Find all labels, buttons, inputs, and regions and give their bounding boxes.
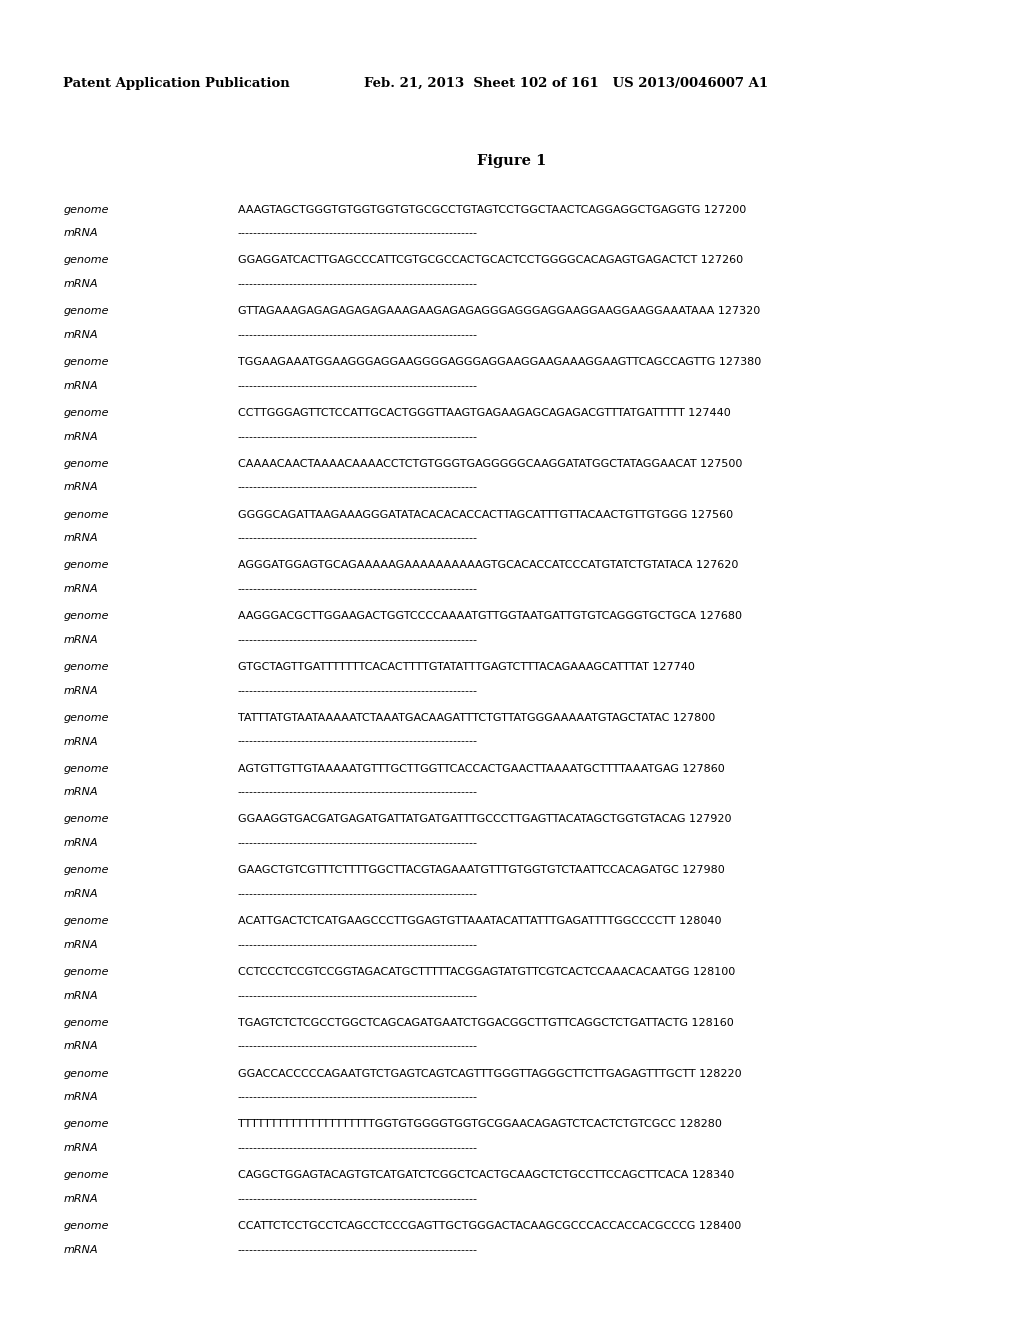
Text: GGACCACCCCCAGAATGTCTGAGTCAGTCAGTTTGGGTTAGGGCTTCTTGAGAGTTTGCTT 128220: GGACCACCCCCAGAATGTCTGAGTCAGTCAGTTTGGGTTA… [238,1069,741,1078]
Text: ------------------------------------------------------------: ----------------------------------------… [238,1143,477,1154]
Text: mRNA: mRNA [63,686,98,696]
Text: mRNA: mRNA [63,1143,98,1154]
Text: GGGGCAGATTAAGAAAGGGATATACACACACCACTTAGCATTTGTTACAACTGTTGTGGG 127560: GGGGCAGATTAAGAAAGGGATATACACACACCACTTAGCA… [238,510,733,520]
Text: TATTTATGTAATAAAAATCTAAATGACAAGATTTCTGTTATGGGAAAAATGTAGCTATAC 127800: TATTTATGTAATAAAAATCTAAATGACAAGATTTCTGTTA… [238,713,715,723]
Text: mRNA: mRNA [63,280,98,289]
Text: mRNA: mRNA [63,787,98,797]
Text: GAAGCTGTCGTTTCTTTTGGCTTACGTAGAAATGTTTGTGGTGTCTAATTCCACAGATGC 127980: GAAGCTGTCGTTTCTTTTGGCTTACGTAGAAATGTTTGTG… [238,866,724,875]
Text: mRNA: mRNA [63,228,98,239]
Text: genome: genome [63,1171,109,1180]
Text: ------------------------------------------------------------: ----------------------------------------… [238,940,477,950]
Text: ------------------------------------------------------------: ----------------------------------------… [238,280,477,289]
Text: mRNA: mRNA [63,838,98,849]
Text: mRNA: mRNA [63,432,98,442]
Text: genome: genome [63,408,109,418]
Text: mRNA: mRNA [63,1195,98,1204]
Text: genome: genome [63,916,109,927]
Text: mRNA: mRNA [63,635,98,645]
Text: mRNA: mRNA [63,890,98,899]
Text: genome: genome [63,1018,109,1028]
Text: mRNA: mRNA [63,1041,98,1052]
Text: GGAAGGTGACGATGAGATGATTATGATGATTTGCCCTTGAGTTACATAGCTGGTGTACAG 127920: GGAAGGTGACGATGAGATGATTATGATGATTTGCCCTTGA… [238,814,731,825]
Text: ------------------------------------------------------------: ----------------------------------------… [238,1041,477,1052]
Text: GGAGGATCACTTGAGCCCATTCGTGCGCCACTGCACTCCTGGGGCACAGAGTGAGACTCT 127260: GGAGGATCACTTGAGCCCATTCGTGCGCCACTGCACTCCT… [238,256,742,265]
Text: genome: genome [63,306,109,317]
Text: Feb. 21, 2013  Sheet 102 of 161   US 2013/0046007 A1: Feb. 21, 2013 Sheet 102 of 161 US 2013/0… [364,77,768,90]
Text: ------------------------------------------------------------: ----------------------------------------… [238,585,477,594]
Text: CAAAACAACTAAAACAAAACCTCTGTGGGTGAGGGGGCAAGGATATGGCTATAGGAACAT 127500: CAAAACAACTAAAACAAAACCTCTGTGGGTGAGGGGGCAA… [238,459,742,469]
Text: AAAGTAGCTGGGTGTGGTGGTGTGCGCCTGTAGTCCTGGCTAACTCAGGAGGCTGAGGTG 127200: AAAGTAGCTGGGTGTGGTGGTGTGCGCCTGTAGTCCTGGC… [238,205,745,215]
Text: ------------------------------------------------------------: ----------------------------------------… [238,483,477,492]
Text: ------------------------------------------------------------: ----------------------------------------… [238,432,477,442]
Text: ------------------------------------------------------------: ----------------------------------------… [238,635,477,645]
Text: AGGGATGGAGTGCAGAAAAAGAAAAAAAAAAGTGCACACCATCCCATGTATCTGTATACA 127620: AGGGATGGAGTGCAGAAAAAGAAAAAAAAAAGTGCACACC… [238,561,738,570]
Text: CCTCCCTCCGTCCGGTAGACATGCTTTTTACGGAGTATGTTCGTCACTCCAAACACAATGG 128100: CCTCCCTCCGTCCGGTAGACATGCTTTTTACGGAGTATGT… [238,966,735,977]
Text: genome: genome [63,763,109,774]
Text: ------------------------------------------------------------: ----------------------------------------… [238,737,477,747]
Text: ------------------------------------------------------------: ----------------------------------------… [238,533,477,544]
Text: Figure 1: Figure 1 [477,154,547,169]
Text: mRNA: mRNA [63,737,98,747]
Text: ------------------------------------------------------------: ----------------------------------------… [238,228,477,239]
Text: genome: genome [63,866,109,875]
Text: mRNA: mRNA [63,1245,98,1255]
Text: ------------------------------------------------------------: ----------------------------------------… [238,1195,477,1204]
Text: AAGGGACGCTTGGAAGACTGGTCCCCAAAATGTTGGTAATGATTGTGTCAGGGTGCTGCA 127680: AAGGGACGCTTGGAAGACTGGTCCCCAAAATGTTGGTAAT… [238,611,741,622]
Text: ------------------------------------------------------------: ----------------------------------------… [238,787,477,797]
Text: TGGAAGAAATGGAAGGGAGGAAGGGGAGGGAGGAAGGAAGAAAGGAAGTTCAGCCAGTTG 127380: TGGAAGAAATGGAAGGGAGGAAGGGGAGGGAGGAAGGAAG… [238,356,761,367]
Text: genome: genome [63,356,109,367]
Text: mRNA: mRNA [63,380,98,391]
Text: mRNA: mRNA [63,940,98,950]
Text: genome: genome [63,510,109,520]
Text: ------------------------------------------------------------: ----------------------------------------… [238,1093,477,1102]
Text: genome: genome [63,713,109,723]
Text: ------------------------------------------------------------: ----------------------------------------… [238,380,477,391]
Text: mRNA: mRNA [63,990,98,1001]
Text: GTGCTAGTTGATTTTTTTCACACTTTTGTATATTTGAGTCTTTACAGAAAGCATTTAT 127740: GTGCTAGTTGATTTTTTTCACACTTTTGTATATTTGAGTC… [238,663,694,672]
Text: CAGGCTGGAGTACAGTGTCATGATCTCGGCTCACTGCAAGCTCTGCCTTCCAGCTTCACA 128340: CAGGCTGGAGTACAGTGTCATGATCTCGGCTCACTGCAAG… [238,1171,734,1180]
Text: ------------------------------------------------------------: ----------------------------------------… [238,686,477,696]
Text: mRNA: mRNA [63,330,98,341]
Text: ACATTGACTCTCATGAAGCCCTTGGAGTGTTAAATACATTATTTGAGATTTTGGCCCCTT 128040: ACATTGACTCTCATGAAGCCCTTGGAGTGTTAAATACATT… [238,916,721,927]
Text: mRNA: mRNA [63,1093,98,1102]
Text: ------------------------------------------------------------: ----------------------------------------… [238,838,477,849]
Text: TGAGTCTCTCGCCTGGCTCAGCAGATGAATCTGGACGGCTTGTTCAGGCTCTGATTACTG 128160: TGAGTCTCTCGCCTGGCTCAGCAGATGAATCTGGACGGCT… [238,1018,733,1028]
Text: genome: genome [63,561,109,570]
Text: genome: genome [63,966,109,977]
Text: CCATTCTCCTGCCTCAGCCTCCCGAGTTGCTGGGACTACAAGCGCCCACCACCACGCCCG 128400: CCATTCTCCTGCCTCAGCCTCCCGAGTTGCTGGGACTACA… [238,1221,740,1232]
Text: genome: genome [63,663,109,672]
Text: Patent Application Publication: Patent Application Publication [63,77,290,90]
Text: genome: genome [63,205,109,215]
Text: CCTTGGGAGTTCTCCATTGCACTGGGTTAAGTGAGAAGAGCAGAGACGTTTATGATTTTT 127440: CCTTGGGAGTTCTCCATTGCACTGGGTTAAGTGAGAAGAG… [238,408,730,418]
Text: ------------------------------------------------------------: ----------------------------------------… [238,990,477,1001]
Text: ------------------------------------------------------------: ----------------------------------------… [238,890,477,899]
Text: ------------------------------------------------------------: ----------------------------------------… [238,1245,477,1255]
Text: genome: genome [63,814,109,825]
Text: mRNA: mRNA [63,533,98,544]
Text: genome: genome [63,611,109,622]
Text: genome: genome [63,1221,109,1232]
Text: genome: genome [63,1119,109,1130]
Text: genome: genome [63,459,109,469]
Text: mRNA: mRNA [63,585,98,594]
Text: ------------------------------------------------------------: ----------------------------------------… [238,330,477,341]
Text: genome: genome [63,1069,109,1078]
Text: mRNA: mRNA [63,483,98,492]
Text: GTTAGAAAGAGAGAGAGAGAAAGAAGAGAGAGGGAGGGAGGAAGGAAGGAAGGAAATAAA 127320: GTTAGAAAGAGAGAGAGAGAAAGAAGAGAGAGGGAGGGAG… [238,306,760,317]
Text: AGTGTTGTTGTAAAAATGTTTGCTTGGTTCACCACTGAACTTAAAATGCTTTTAAATGAG 127860: AGTGTTGTTGTAAAAATGTTTGCTTGGTTCACCACTGAAC… [238,763,724,774]
Text: genome: genome [63,256,109,265]
Text: TTTTTTTTTTTTTTTTTTTTTGGTGTGGGGTGGTGCGGAACAGAGTCTCACTCTGTCGCC 128280: TTTTTTTTTTTTTTTTTTTTTGGTGTGGGGTGGTGCGGAA… [238,1119,722,1130]
